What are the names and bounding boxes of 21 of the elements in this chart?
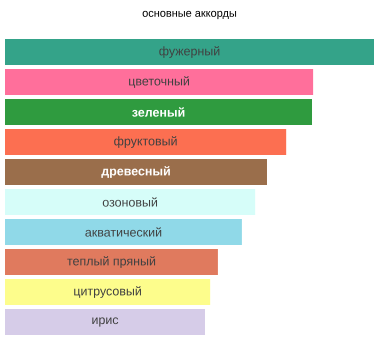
y-tick-label: акватический [85, 227, 162, 237]
bar [5, 98, 312, 125]
y-tick-label: теплый пряный [67, 256, 156, 268]
bar [5, 189, 256, 215]
y-tick-label: озоновый [102, 197, 158, 207]
y-tick-label: зеленый [132, 107, 184, 117]
bar [5, 38, 374, 65]
y-tick-label: цитрусовый [74, 286, 141, 298]
y-tick-label: древесный [101, 166, 170, 178]
bar [5, 68, 314, 95]
bar [5, 279, 210, 306]
bar [5, 249, 218, 275]
y-tick-label: фужерный [159, 46, 220, 58]
bar [5, 309, 205, 336]
y-tick-label: цветочный [129, 76, 190, 88]
bar [5, 128, 286, 155]
y-tick-label: ирис [92, 317, 118, 327]
bar [5, 158, 267, 185]
bar [5, 219, 242, 245]
chart-title: основные аккорды [142, 10, 236, 20]
y-tick-label: фруктовый [114, 136, 177, 148]
